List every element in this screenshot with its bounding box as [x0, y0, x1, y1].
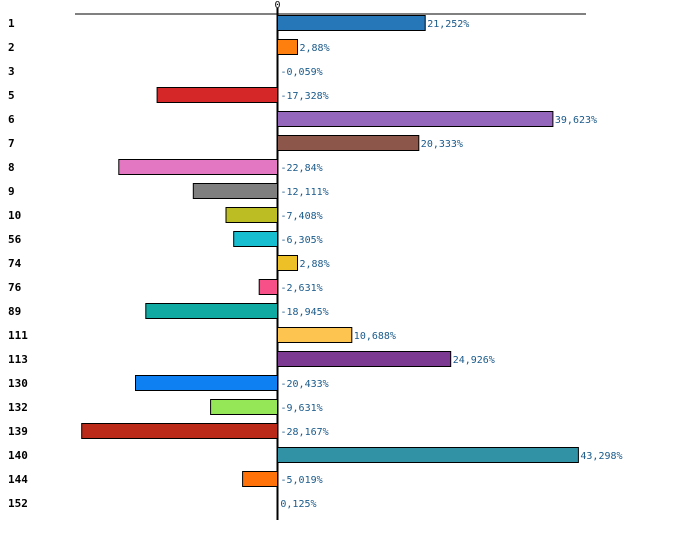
value-label: 21,252%: [427, 19, 469, 30]
value-label: -7,408%: [281, 211, 323, 222]
value-label: 0,125%: [280, 499, 316, 510]
bar: [277, 15, 426, 31]
bar: [277, 351, 452, 367]
bar: [277, 327, 353, 343]
category-label: 2: [8, 41, 15, 54]
value-label: 20,333%: [421, 139, 463, 150]
value-label: 24,926%: [453, 355, 495, 366]
category-label: 1: [8, 17, 15, 30]
value-label: -9,631%: [281, 403, 323, 414]
category-label: 140: [8, 449, 28, 462]
bar: [225, 207, 278, 223]
category-label: 111: [8, 329, 28, 342]
value-label: -0,059%: [281, 67, 323, 78]
value-label: -12,111%: [281, 187, 329, 198]
bars-group: 1 21,252% 2 2,88% 3 -0,059% 5 -17,328% 6 39,623% 7…: [8, 15, 623, 510]
category-label: 130: [8, 377, 28, 390]
bar: [277, 111, 554, 127]
category-label: 89: [8, 305, 21, 318]
value-label: -17,328%: [281, 91, 329, 102]
value-label: -2,631%: [281, 283, 323, 294]
value-label: -18,945%: [281, 307, 329, 318]
category-label: 3: [8, 65, 15, 78]
category-label: 144: [8, 473, 28, 486]
bar: [145, 303, 278, 319]
bar: [118, 159, 278, 175]
category-label: 139: [8, 425, 28, 438]
bar: [192, 183, 278, 199]
category-label: 113: [8, 353, 28, 366]
category-label: 7: [8, 137, 15, 150]
bar: [81, 423, 278, 439]
bar: [233, 231, 278, 247]
category-label: 74: [8, 257, 22, 270]
bar: [277, 39, 298, 55]
value-label: -28,167%: [281, 427, 329, 438]
bar: [277, 135, 420, 151]
value-label: 10,688%: [354, 331, 396, 342]
category-label: 6: [8, 113, 15, 126]
value-label: 2,88%: [300, 43, 330, 54]
zero-tick-label: 0: [274, 0, 280, 11]
value-label: 2,88%: [300, 259, 330, 270]
value-label: 43,298%: [580, 451, 622, 462]
category-label: 8: [8, 161, 15, 174]
bar: [258, 279, 279, 295]
category-label: 132: [8, 401, 28, 414]
value-label: 39,623%: [555, 115, 597, 126]
category-label: 76: [8, 281, 22, 294]
bar: [277, 255, 298, 271]
category-label: 9: [8, 185, 15, 198]
bar: [277, 447, 579, 463]
value-label: -5,019%: [281, 475, 323, 486]
bar: [242, 471, 279, 487]
bar: [135, 375, 278, 391]
value-label: -22,84%: [281, 163, 323, 174]
category-label: 152: [8, 497, 28, 510]
category-label: 56: [8, 233, 22, 246]
category-label: 5: [8, 89, 15, 102]
value-label: -20,433%: [281, 379, 329, 390]
category-label: 10: [8, 209, 21, 222]
bar: [210, 399, 279, 415]
bar: [156, 87, 279, 103]
value-label: -6,305%: [281, 235, 323, 246]
